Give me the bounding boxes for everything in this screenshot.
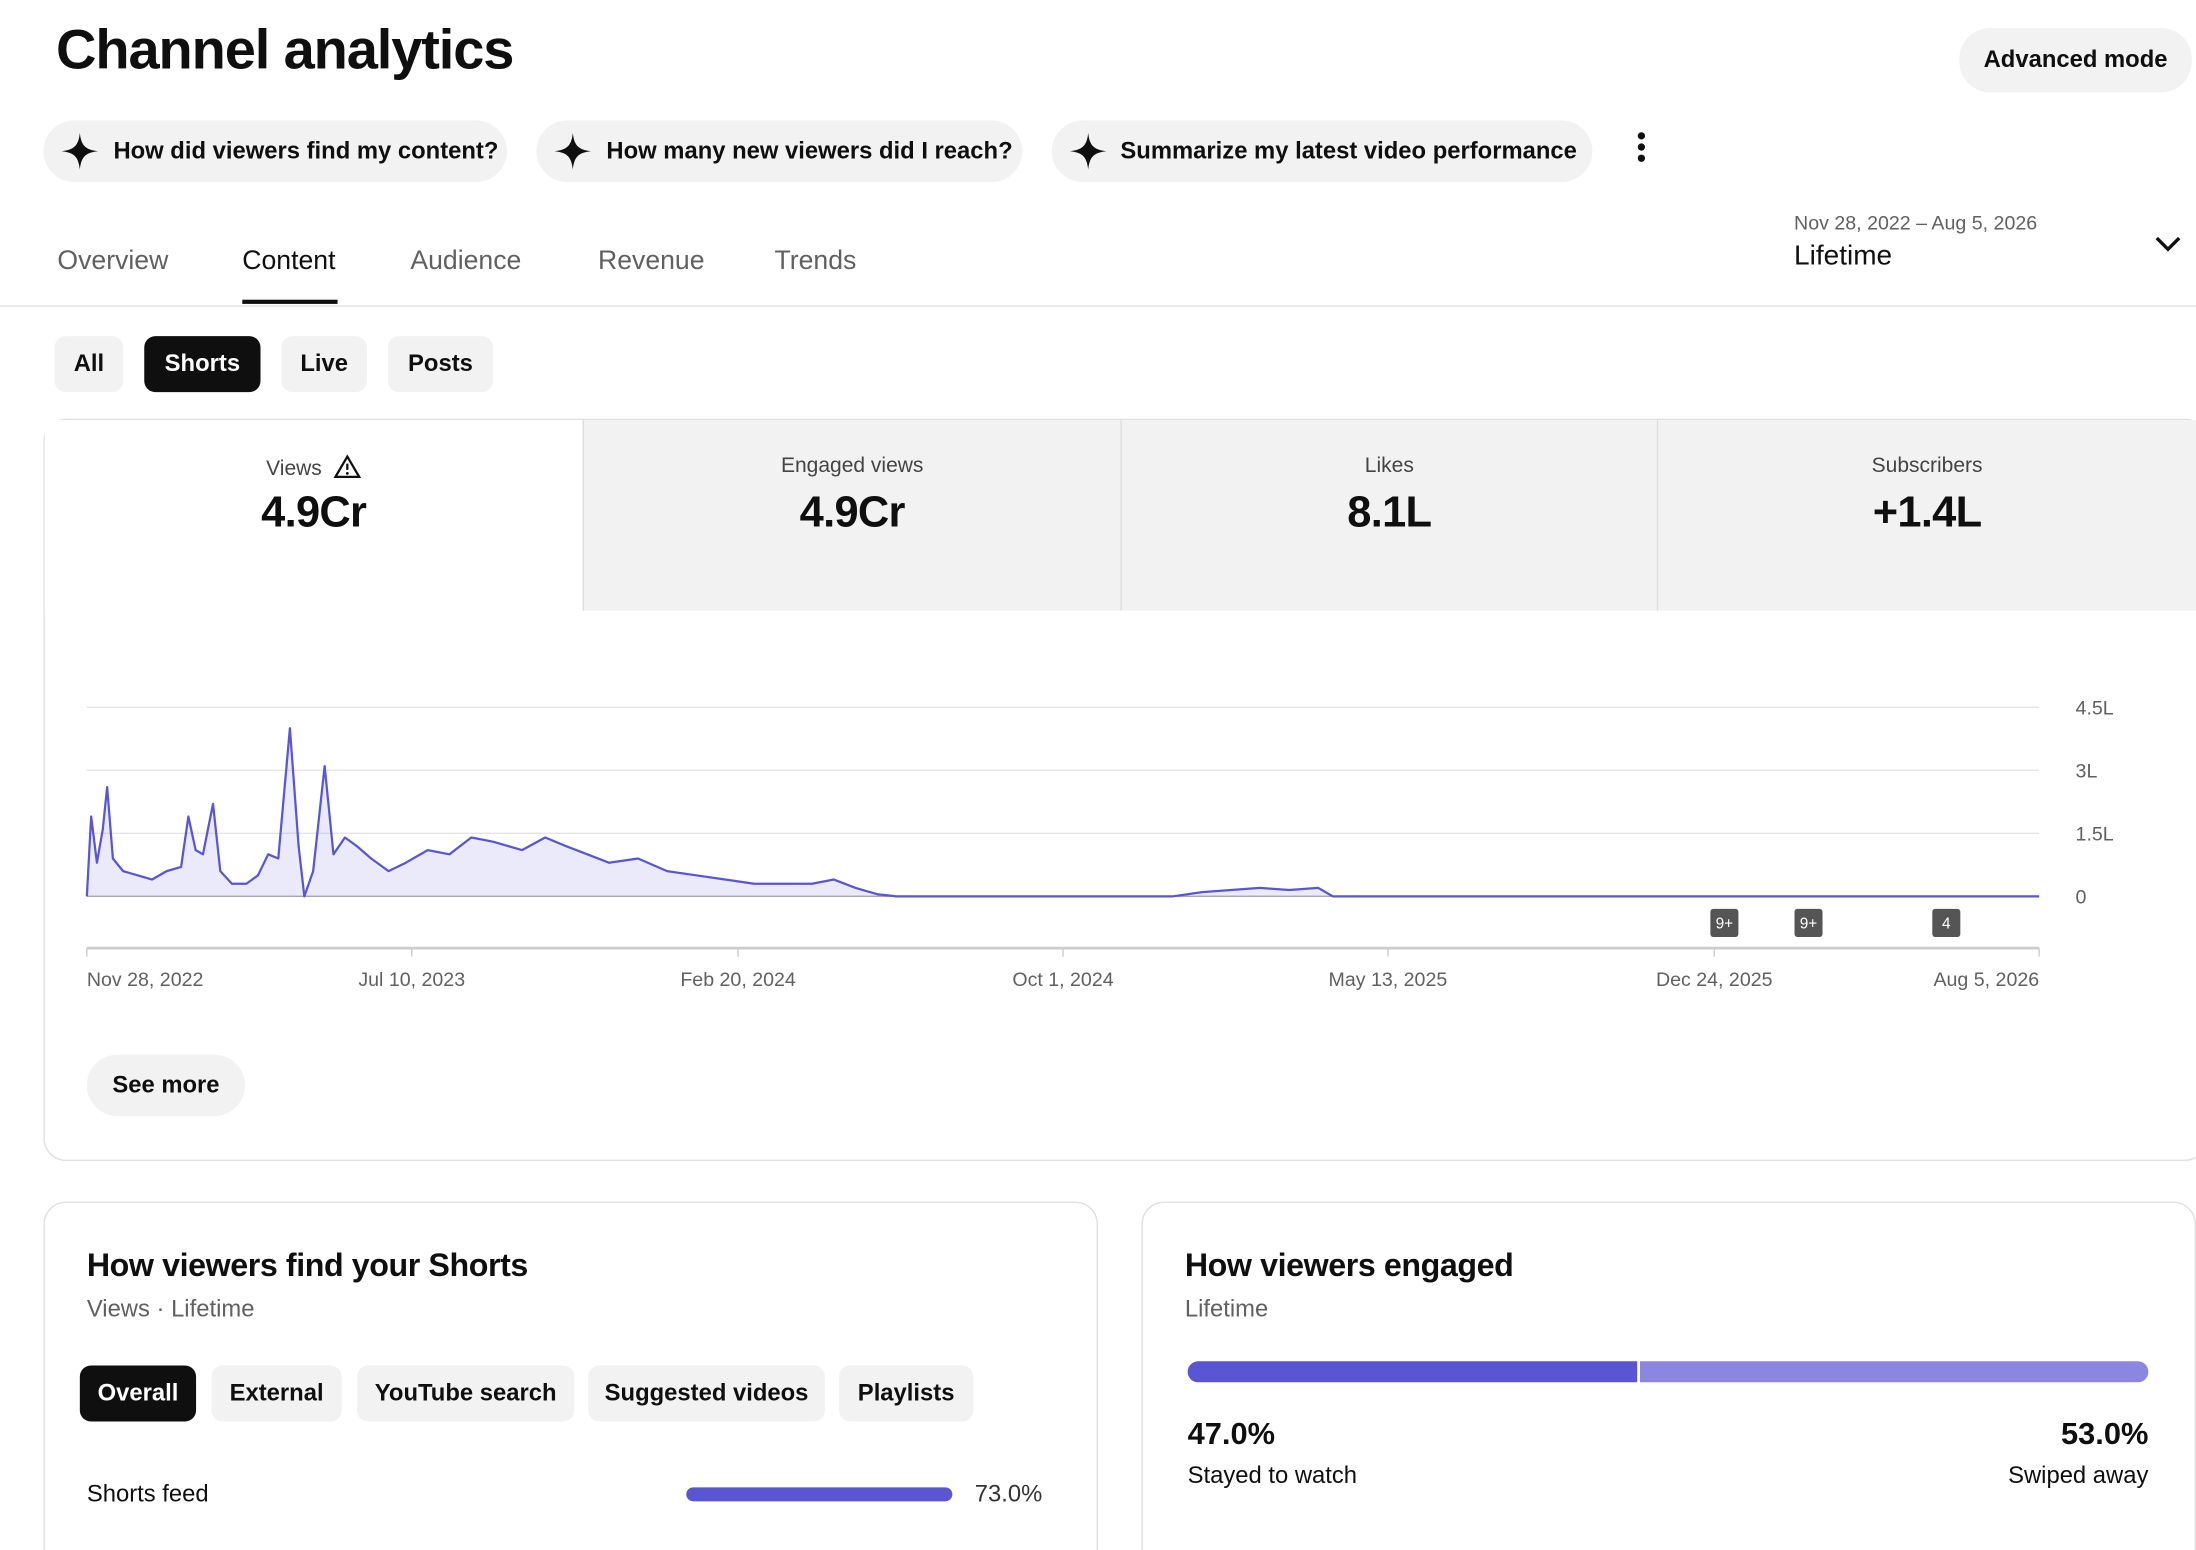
page-title: Channel analytics [56,19,514,82]
advanced-mode-button[interactable]: Advanced mode [1959,28,2192,93]
metric-tile[interactable]: Likes 8.1L [1120,420,1657,611]
prompt-chip[interactable]: How did viewers find my content? [43,120,507,183]
metric-label-text: Views [266,456,322,481]
stayed-bar [1187,1361,1638,1383]
source-chip[interactable]: External [211,1365,342,1422]
warning-icon [333,454,362,478]
sparkle-icon [554,133,592,170]
source-value: 73.0% [974,1480,1043,1507]
prompt-text: Summarize my latest video performance [1120,137,1577,164]
prompt-chip[interactable]: Summarize my latest video performance [1051,120,1593,183]
source-chip[interactable]: Suggested videos [588,1365,825,1422]
tab-underline [242,299,338,304]
swiped-bar [1640,1361,2149,1383]
source-chip-active[interactable]: Overall [79,1365,197,1422]
source-label: Shorts feed [86,1480,209,1507]
metric-label: Subscribers [1871,453,1983,478]
filter-chip[interactable]: Live [281,336,367,393]
card-title: How viewers find your Shorts [86,1246,528,1283]
stayed-label: Stayed to watch [1187,1462,1358,1489]
dropdown-icon[interactable] [2153,232,2184,254]
tab[interactable]: Trends [774,246,857,276]
swiped-label: Swiped away [2008,1462,2149,1489]
sparkle-icon [1069,133,1107,170]
date-label[interactable]: Lifetime [1794,240,1893,272]
source-bar [686,1487,953,1502]
divider [0,305,2196,307]
metric-value: 4.9Cr [261,487,367,537]
filter-chip[interactable]: All [54,336,124,393]
metric-tile[interactable]: Engaged views 4.9Cr [582,420,1121,611]
prompt-text: How many new viewers did I reach? [606,137,1013,164]
filter-chip[interactable]: Posts [387,336,493,393]
swiped-value: 53.0% [2061,1415,2149,1451]
source-chip[interactable]: YouTube search [357,1365,575,1422]
see-more-button[interactable]: See more [86,1054,246,1117]
tab[interactable]: Revenue [598,246,705,276]
sparkle-icon [61,133,99,170]
stayed-value: 47.0% [1187,1415,1276,1451]
metric-value: 8.1L [1347,487,1432,537]
metric-tile[interactable]: Subscribers +1.4L [1656,420,2196,611]
tab[interactable]: Overview [57,246,169,276]
source-chip[interactable]: Playlists [838,1365,974,1422]
metric-label: Engaged views [780,453,924,478]
tab[interactable]: Audience [410,246,522,276]
prompt-chip[interactable]: How many new viewers did I reach? [536,120,1023,183]
metric-label: Views [45,454,583,481]
metric-label: Likes [1364,453,1414,478]
card-subtitle: Lifetime [1184,1295,1269,1323]
card-title: How viewers engaged [1184,1246,1514,1283]
metric-value: 4.9Cr [799,487,906,537]
date-range: Nov 28, 2022 – Aug 5, 2026 [1794,211,2038,234]
card-subtitle: Views · Lifetime [86,1295,255,1323]
filter-chip-active[interactable]: Shorts [144,336,261,393]
more-menu[interactable] [1627,130,1655,166]
tab-active[interactable]: Content [242,246,336,276]
prompt-text: How did viewers find my content? [113,137,499,164]
metric-value: +1.4L [1872,487,1982,537]
metric-tile[interactable]: Views 4.9Cr [44,420,583,611]
